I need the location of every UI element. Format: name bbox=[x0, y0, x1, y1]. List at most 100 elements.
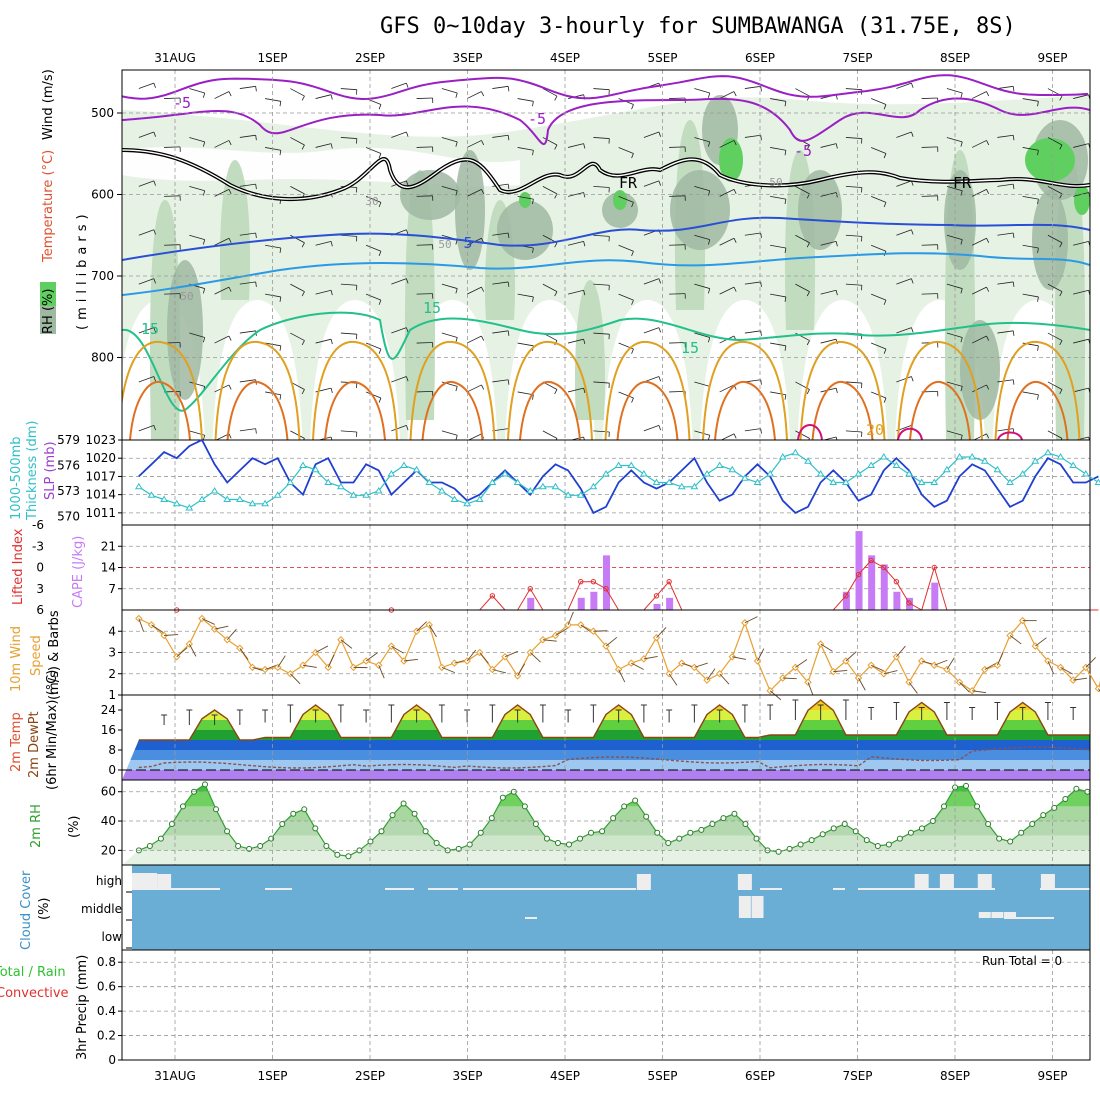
wind-barb-staff bbox=[492, 330, 509, 334]
wind-barb-flag bbox=[330, 339, 333, 345]
cloud-high-block bbox=[737, 874, 752, 890]
contour-label: 15 bbox=[141, 320, 159, 338]
wind-barb-flag bbox=[279, 247, 282, 254]
cloud-marks bbox=[132, 873, 1090, 919]
wind-barb-flag bbox=[202, 141, 206, 147]
wind-barb-flag bbox=[960, 239, 963, 245]
rh-dark-blob bbox=[167, 260, 203, 400]
thickness-point bbox=[842, 478, 850, 485]
cloud-high-sliver bbox=[760, 888, 782, 890]
wind-speed-point bbox=[917, 657, 926, 665]
rh-point bbox=[941, 803, 948, 810]
wind-barb-staff bbox=[492, 428, 509, 432]
wind-barb-flag bbox=[806, 389, 810, 395]
wind-barb-flag bbox=[658, 278, 661, 284]
wind-barb-flag bbox=[455, 337, 458, 343]
wind-barb-staff bbox=[593, 185, 610, 188]
wind-barb-flag bbox=[255, 86, 257, 92]
wind-barb-flag bbox=[708, 337, 711, 343]
thickness-point bbox=[513, 478, 522, 485]
wind-barb-staff bbox=[138, 376, 155, 383]
thickness-point bbox=[677, 482, 686, 490]
wind-barb-staff bbox=[997, 232, 1014, 236]
bottom-date-label: 5SEP bbox=[647, 1069, 677, 1083]
surface-wind-barb bbox=[226, 628, 237, 641]
wind-barb-flag bbox=[153, 82, 156, 88]
wind-barb-flag bbox=[986, 238, 990, 243]
rh-point bbox=[698, 826, 705, 833]
wind-barb-flag bbox=[507, 86, 510, 92]
wind-barb-flag bbox=[583, 143, 586, 149]
cape-bar bbox=[577, 597, 585, 610]
cape-tick-label: 14 bbox=[101, 561, 116, 575]
wind-barb-flag bbox=[784, 199, 787, 205]
wind-barb-staff bbox=[795, 88, 810, 97]
thickness-point bbox=[829, 478, 838, 485]
wind-barb-staff bbox=[770, 195, 786, 200]
rh-point bbox=[599, 828, 606, 835]
wind-barb-staff bbox=[971, 188, 987, 197]
contour-label: -5 bbox=[528, 110, 546, 128]
thickness-point bbox=[1069, 461, 1078, 468]
surface-wind-barb bbox=[605, 636, 618, 647]
contour-25-lobe bbox=[519, 380, 581, 440]
thickness-point bbox=[1081, 470, 1090, 477]
wind-barb-staff bbox=[744, 281, 761, 285]
cape-bar bbox=[906, 597, 914, 610]
wind-barb-staff bbox=[643, 425, 660, 432]
wind-barb-staff bbox=[239, 85, 256, 89]
wind-barb-staff bbox=[568, 240, 584, 246]
wind-barb-staff bbox=[870, 293, 887, 301]
cloud-high-sliver bbox=[265, 888, 292, 890]
rh-tick-label: 40 bbox=[101, 814, 116, 828]
surface-wind-barb bbox=[327, 654, 335, 668]
thickness-point bbox=[1044, 448, 1052, 456]
thickness-point bbox=[261, 499, 269, 507]
cape-marks bbox=[138, 531, 1099, 613]
contour-label: 5 bbox=[463, 234, 472, 252]
wind-barb-staff bbox=[643, 327, 660, 334]
cape-bar bbox=[527, 597, 535, 610]
wind-barb-staff bbox=[997, 330, 1014, 334]
wind-barb-staff bbox=[669, 146, 686, 148]
wind-barb-staff bbox=[542, 381, 558, 390]
surface-wind-barb bbox=[164, 634, 179, 636]
slp-tick-label: 1014 bbox=[85, 488, 116, 502]
wind-barb-flag bbox=[583, 339, 586, 345]
wind-barb-staff bbox=[770, 391, 786, 396]
rh-point bbox=[532, 820, 539, 827]
cloud-high-sliver bbox=[858, 888, 955, 890]
contour-minus5 bbox=[122, 97, 1090, 146]
rh-point bbox=[731, 810, 738, 817]
contour-20-lobe bbox=[994, 340, 1081, 440]
wind-barb-flag bbox=[533, 444, 534, 449]
wind-barb-staff bbox=[265, 342, 281, 347]
wind-barb-flag bbox=[1037, 345, 1039, 351]
ylabel-speed: Speed bbox=[29, 635, 44, 676]
wind-barb-flag bbox=[883, 153, 887, 159]
wind-barb-flag bbox=[760, 281, 762, 287]
wind-barb-staff bbox=[770, 98, 786, 102]
wind-barb-flag bbox=[1038, 444, 1039, 449]
ylabel-cloud-cover: Cloud Cover bbox=[19, 870, 34, 950]
precip-grid bbox=[122, 950, 1090, 1060]
wind-barb-staff bbox=[315, 289, 332, 295]
rh-point bbox=[224, 828, 231, 835]
wind-barb-staff bbox=[997, 428, 1014, 432]
surface-wind-barb bbox=[934, 659, 948, 666]
wind-tick-label: 3 bbox=[108, 646, 116, 660]
wind-barb-flag bbox=[228, 140, 232, 146]
rh-point bbox=[830, 825, 837, 832]
wind-barb-staff bbox=[416, 390, 433, 393]
wind-barb-staff bbox=[820, 192, 837, 197]
surface-wind-barb bbox=[542, 639, 557, 642]
temp-line bbox=[138, 699, 1090, 741]
wind-barb-flag bbox=[1012, 232, 1015, 239]
wind-barb-flag bbox=[631, 348, 634, 354]
wind-barb-flag bbox=[583, 387, 586, 394]
rh-point bbox=[588, 829, 595, 836]
thickness-point bbox=[917, 478, 926, 485]
wind-barb-staff bbox=[164, 146, 181, 148]
wind-barb-flag bbox=[378, 251, 382, 257]
contour-label: 50 bbox=[769, 176, 782, 189]
